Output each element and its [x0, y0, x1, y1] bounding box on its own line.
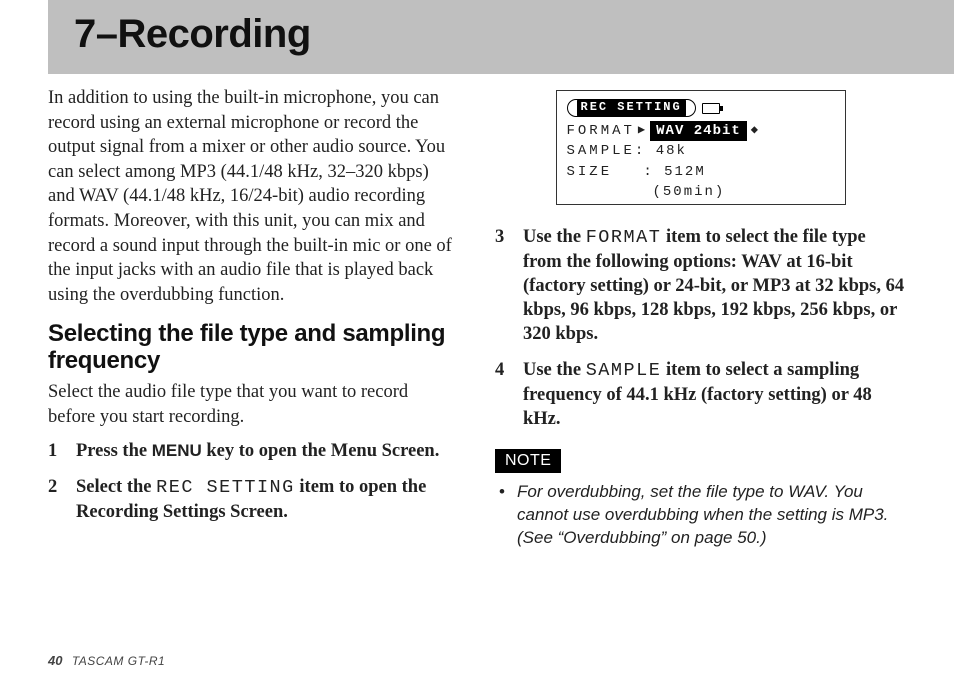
note-badge: NOTE: [495, 449, 561, 473]
lcd-size-sub: (50min): [653, 182, 726, 202]
lcd-colon-1: :: [635, 141, 656, 161]
lcd-row-format: FORMAT ▶ WAV 24bit ◆: [567, 121, 835, 141]
lcd-sample-label: SAMPLE: [567, 141, 635, 161]
note-block: NOTE For overdubbing, set the file type …: [495, 449, 906, 550]
intro-paragraph: In addition to using the built-in microp…: [48, 86, 459, 307]
chapter-title: 7–Recording: [74, 12, 311, 57]
step-1: Press the MENU key to open the Menu Scre…: [48, 439, 459, 463]
updown-icon: ◆: [751, 122, 760, 139]
section-subhead: Selecting the file type and sampling fre…: [48, 321, 459, 374]
content-columns: In addition to using the built-in microp…: [0, 74, 954, 550]
lcd-screenshot: REC SETTING FORMAT ▶ WAV 24bit ◆ SAMPLE …: [556, 90, 846, 205]
lcd-format-value: WAV 24bit: [650, 121, 747, 141]
battery-icon: [702, 103, 720, 114]
right-arrow-icon: ▶: [638, 122, 647, 139]
lcd-sample-value: 48k: [656, 141, 687, 161]
sub-intro: Select the audio file type that you want…: [48, 380, 459, 429]
step1-text-a: Press the: [76, 441, 152, 461]
note-list: For overdubbing, set the file type to WA…: [495, 481, 906, 550]
lcd-format-label: FORMAT: [567, 121, 635, 141]
right-column: REC SETTING FORMAT ▶ WAV 24bit ◆ SAMPLE …: [495, 86, 954, 550]
lcd-row-size: SIZE : 512M: [567, 162, 835, 182]
lcd-row-sample: SAMPLE : 48k: [567, 141, 835, 161]
step1-text-b: key to open the Menu Screen.: [202, 441, 440, 461]
lcd-size-label: SIZE: [567, 162, 613, 182]
step-4: Use the SAMPLE item to select a sampling…: [495, 358, 906, 431]
step2-text-a: Select the: [76, 477, 156, 497]
sample-mono: SAMPLE: [586, 360, 662, 381]
lcd-row-size-sub: (50min): [653, 182, 835, 202]
lcd-size-spacer: :: [612, 162, 664, 182]
page-footer: 40 TASCAM GT-R1: [48, 653, 165, 668]
rec-setting-mono: REC SETTING: [156, 477, 295, 498]
steps-right: Use the FORMAT item to select the file t…: [495, 225, 906, 431]
lcd-size-value: 512M: [664, 162, 706, 182]
step4-text-a: Use the: [523, 360, 586, 380]
step-3: Use the FORMAT item to select the file t…: [495, 225, 906, 346]
step-2: Select the REC SETTING item to open the …: [48, 475, 459, 524]
steps-left: Press the MENU key to open the Menu Scre…: [48, 439, 459, 524]
step3-text-a: Use the: [523, 227, 586, 247]
lcd-title-pill: REC SETTING: [567, 99, 696, 117]
chapter-header: 7–Recording: [48, 0, 954, 74]
left-column: In addition to using the built-in microp…: [0, 86, 459, 550]
menu-key-label: MENU: [152, 441, 202, 460]
product-name: TASCAM GT-R1: [72, 654, 165, 668]
note-item: For overdubbing, set the file type to WA…: [495, 481, 906, 550]
lcd-title-text: REC SETTING: [577, 99, 686, 116]
page-number: 40: [48, 653, 62, 668]
lcd-titlebar: REC SETTING: [567, 99, 835, 117]
format-mono: FORMAT: [586, 227, 662, 248]
